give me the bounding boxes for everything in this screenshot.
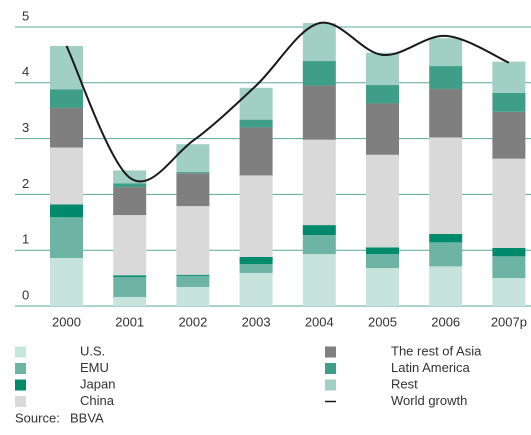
bar-segment	[366, 254, 399, 269]
bar-segment	[113, 297, 147, 306]
x-tick-label: 2005	[368, 314, 397, 329]
bar-segment	[176, 287, 210, 306]
x-tick-label: 2000	[52, 314, 81, 329]
bar-segment	[429, 137, 463, 235]
bar-segment	[50, 45, 83, 90]
bar-segment	[50, 147, 83, 205]
bar-segment	[429, 242, 463, 267]
source: BBVA	[70, 410, 104, 425]
bar-segment	[239, 127, 273, 176]
bar-segment	[239, 273, 273, 306]
legend-label: The rest of Asia	[391, 343, 482, 358]
legend-label: Japan	[80, 376, 115, 391]
bar-segment	[492, 247, 526, 257]
bar-segment	[50, 204, 83, 218]
legend-label: Latin America	[391, 360, 471, 375]
bar-segment	[492, 278, 526, 306]
bar-segment	[429, 234, 463, 243]
legend-swatch	[325, 346, 336, 358]
bar-segment	[492, 111, 526, 159]
bar-segment	[302, 85, 336, 140]
bar-segment	[366, 52, 399, 86]
bar-segment	[176, 206, 210, 275]
bar-segment	[176, 172, 210, 174]
bar-segment	[239, 175, 273, 257]
bar-segment	[113, 275, 147, 277]
bar-segment	[429, 88, 463, 138]
line	[65, 21, 510, 183]
bar-segment	[429, 38, 463, 67]
bar-segment	[492, 92, 526, 112]
legend-swatch	[15, 396, 26, 407]
legend-label: World growth	[391, 393, 467, 408]
y-tick-label: 5	[22, 8, 29, 23]
bar-segment	[50, 89, 83, 108]
y-tick-label: 3	[22, 120, 29, 135]
y-tick-label: 2	[22, 176, 29, 191]
bar-segment	[302, 225, 336, 236]
y-tick-label: 0	[22, 287, 29, 302]
legend-swatch	[325, 379, 336, 391]
x-tick-label: 2007p	[491, 314, 527, 329]
bar-segment	[176, 274, 210, 276]
legend-label: Rest	[391, 376, 418, 391]
x-tick-label: 2001	[115, 314, 144, 329]
x-tick-label: 2006	[431, 314, 460, 329]
bar-segment	[239, 264, 273, 274]
y-tick-label: 1	[22, 232, 29, 247]
bar-segment	[492, 256, 526, 279]
bar-segment	[302, 61, 336, 86]
bar-segment	[50, 217, 83, 259]
source-label: Source:	[15, 410, 60, 425]
bar-segment	[176, 275, 210, 288]
legend-label: China	[80, 393, 115, 408]
bar-segment	[239, 87, 273, 120]
legend-swatch	[15, 363, 26, 374]
bar-segment	[113, 183, 147, 188]
bar-segment	[50, 107, 83, 148]
bar-segment	[366, 247, 399, 255]
y-tick-label: 4	[22, 64, 29, 79]
bar-segment	[176, 144, 210, 173]
bar-segment	[239, 256, 273, 265]
bar-segment	[113, 215, 147, 276]
x-tick-label: 2004	[305, 314, 334, 329]
bar-segment	[429, 66, 463, 89]
bar-segment	[492, 61, 526, 93]
x-tick-label: 2003	[242, 314, 271, 329]
bar-segment	[302, 139, 336, 226]
bar-segment	[429, 266, 463, 306]
bar-segment	[176, 173, 210, 207]
bar-segment	[366, 154, 399, 248]
bar-segment	[239, 119, 273, 128]
bar-segment	[366, 268, 399, 306]
legend-label: EMU	[80, 360, 109, 375]
legend-swatch	[325, 363, 336, 374]
legend-label: U.S.	[80, 343, 105, 358]
legend-swatch	[15, 346, 26, 358]
bar-segment	[50, 258, 83, 306]
bar-segment	[302, 254, 336, 306]
bar-segment	[366, 85, 399, 104]
bar-segment	[302, 235, 336, 255]
bar-segment	[113, 187, 147, 216]
bar-segment	[492, 158, 526, 248]
x-tick-label: 2002	[178, 314, 207, 329]
bar-segment	[366, 103, 399, 155]
bar-segment	[113, 276, 147, 298]
legend-swatch	[15, 379, 26, 391]
